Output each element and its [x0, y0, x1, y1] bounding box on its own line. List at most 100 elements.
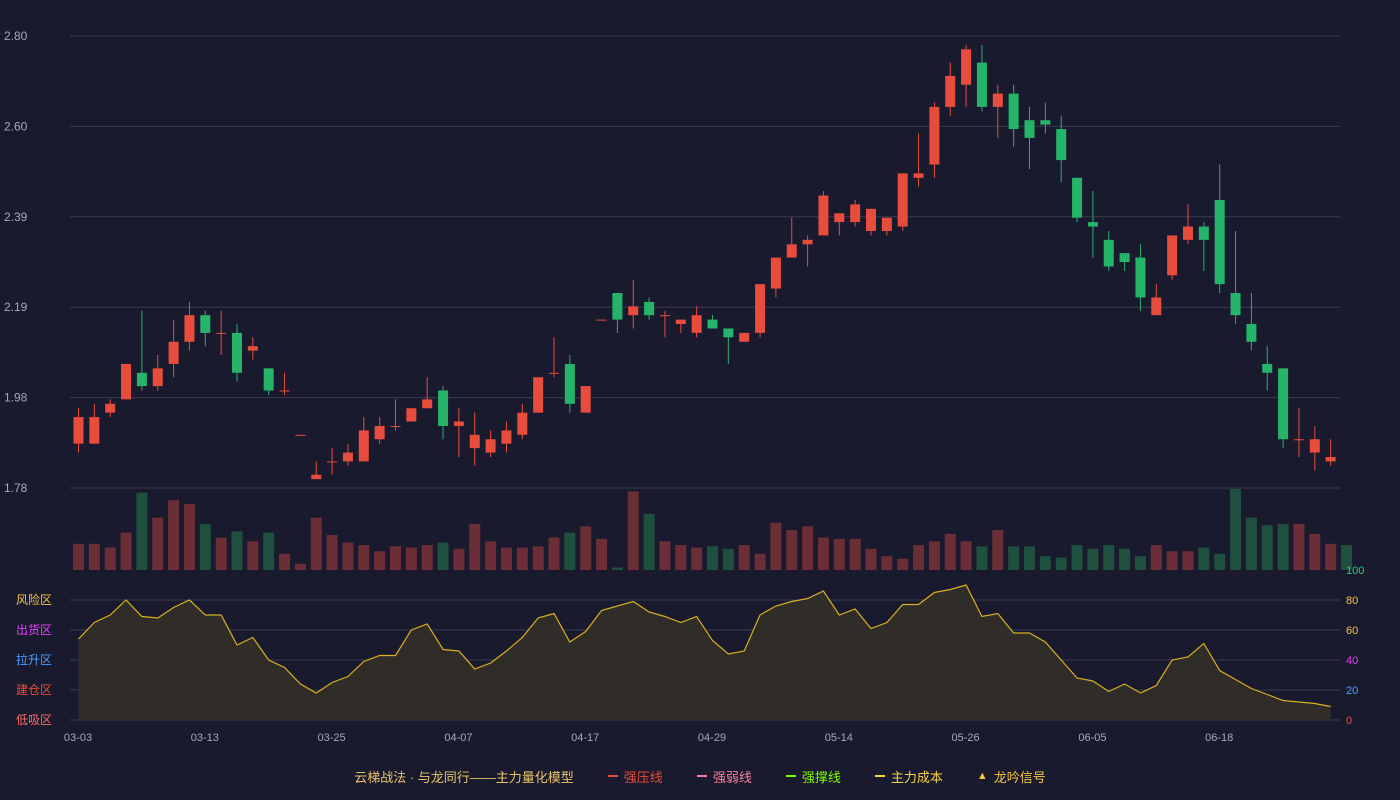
legend-item-signal[interactable]: ▲ 龙吟信号 [977, 767, 1046, 786]
volume-bar [691, 547, 703, 570]
candle-body [644, 301, 655, 316]
candle-body [105, 403, 116, 413]
volume-bar [199, 523, 211, 570]
volume-bar [1182, 551, 1194, 570]
volume-bar [1245, 517, 1257, 570]
volume-bar [120, 532, 132, 570]
volume-bar [913, 545, 925, 570]
osc-tick-label: 0 [1346, 715, 1352, 727]
volume-bar [374, 551, 386, 570]
legend-title-text: 云梯战法 · 与龙同行——主力量化模型 [354, 769, 574, 785]
legend-dashed-line-icon [696, 775, 707, 777]
volume-bar [770, 522, 782, 570]
candle-body [1183, 226, 1193, 240]
candle-body [786, 244, 797, 258]
legend-item-resistance[interactable]: 强压线 [607, 767, 663, 786]
candle-body [929, 106, 940, 165]
legend-label: 强撑线 [801, 769, 841, 785]
candle-body [913, 173, 924, 178]
price-tick-label: 1.78 [4, 481, 28, 495]
candle-body [216, 332, 227, 334]
volume-bar [976, 546, 988, 570]
volume-bar [88, 543, 100, 570]
legend-item-cost[interactable]: 主力成本 [874, 767, 943, 786]
volume-bar [104, 547, 116, 570]
candle-body [279, 390, 290, 392]
candle-body [168, 341, 179, 364]
volume-bar [1024, 546, 1035, 570]
candle-body [327, 461, 338, 463]
candle-body [945, 75, 956, 107]
volume-bar [1134, 556, 1146, 570]
date-tick-label: 05-26 [952, 732, 980, 744]
candle-body [533, 377, 544, 413]
volume-bar [1198, 547, 1210, 570]
volume-bar [960, 541, 972, 570]
volume-bar [643, 513, 655, 570]
price-tick-label: 2.39 [4, 210, 28, 224]
volume-bar [707, 546, 718, 570]
legend-label: 强压线 [623, 769, 663, 785]
candle-body [1040, 120, 1051, 125]
date-tick-label: 06-05 [1078, 732, 1106, 744]
volume-bar [1008, 546, 1020, 570]
volume-bar [215, 537, 227, 570]
osc-tick-label: 40 [1346, 655, 1358, 667]
volume-bar [231, 531, 243, 570]
candle-body [866, 208, 876, 231]
oscillator-line [78, 584, 1331, 708]
candle-body [469, 434, 480, 449]
candle-body [1246, 324, 1257, 342]
volume-bar [152, 517, 164, 570]
candle-body [675, 319, 686, 325]
volume-bar [136, 492, 148, 570]
candle-body [564, 363, 575, 404]
candle-body [453, 421, 464, 426]
legend-item-strength[interactable]: 强弱线 [696, 767, 752, 786]
volume-bar [310, 517, 322, 570]
volume-bar [421, 545, 433, 570]
candle-body [834, 213, 845, 223]
candlestick-series [73, 44, 1336, 480]
volume-bar [168, 500, 180, 570]
candle-body [549, 372, 559, 374]
candle-body [1072, 177, 1083, 218]
candle-body [184, 315, 195, 342]
candle-body [961, 49, 972, 85]
zone-label: 风险区 [16, 592, 52, 607]
volume-bar [580, 526, 592, 570]
candle-body [1151, 297, 1162, 316]
price-tick-label: 2.60 [4, 119, 28, 133]
candle-body [1087, 222, 1098, 227]
volume-bar [437, 542, 449, 570]
legend-line-icon [785, 775, 796, 777]
candle-body [580, 386, 591, 413]
legend-title: 云梯战法 · 与龙同行——主力量化模型 [354, 767, 574, 786]
date-tick-label: 04-07 [444, 732, 472, 744]
volume-bar [596, 538, 608, 570]
volume-bar [1293, 523, 1305, 570]
candle-body [422, 399, 433, 409]
candle-body [1056, 129, 1067, 161]
volume-bar [358, 545, 370, 570]
volume-bar [263, 532, 275, 570]
legend-label: 龙吟信号 [993, 769, 1046, 785]
date-tick-label: 03-03 [64, 732, 92, 744]
volume-bar [754, 553, 766, 570]
candle-body [121, 363, 132, 400]
volume-bar [453, 548, 465, 570]
triangle-icon: ▲ [976, 770, 988, 782]
candle-body [200, 315, 211, 333]
candle-body [707, 319, 718, 329]
volume-bar [1277, 523, 1289, 570]
volume-bar [1103, 545, 1115, 570]
candle-body [342, 452, 353, 462]
volume-bar [183, 503, 195, 570]
legend-item-support[interactable]: 强撑线 [785, 767, 841, 786]
candle-body [358, 430, 369, 462]
volume-bar [1325, 543, 1337, 570]
volume-bar [786, 530, 798, 570]
candle-body [501, 430, 512, 444]
